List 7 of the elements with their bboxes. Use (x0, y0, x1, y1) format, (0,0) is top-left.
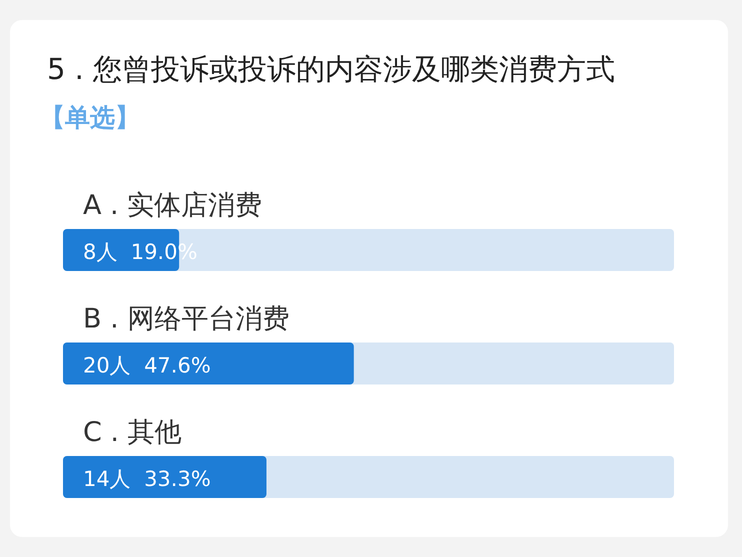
chart-subtitle: 【单选】 (40, 103, 140, 132)
y-tick-label: B . 网络平台消费 (83, 304, 290, 334)
chart-title: 5 . 您曾投诉或投诉的内容涉及哪类消费方式 (47, 52, 616, 86)
data-label: 20人 47.6% (83, 354, 211, 378)
y-tick-label: C . 其他 (83, 417, 182, 448)
y-tick-label: A . 实体店消费 (83, 190, 262, 221)
data-label: 14人 33.3% (83, 467, 211, 491)
